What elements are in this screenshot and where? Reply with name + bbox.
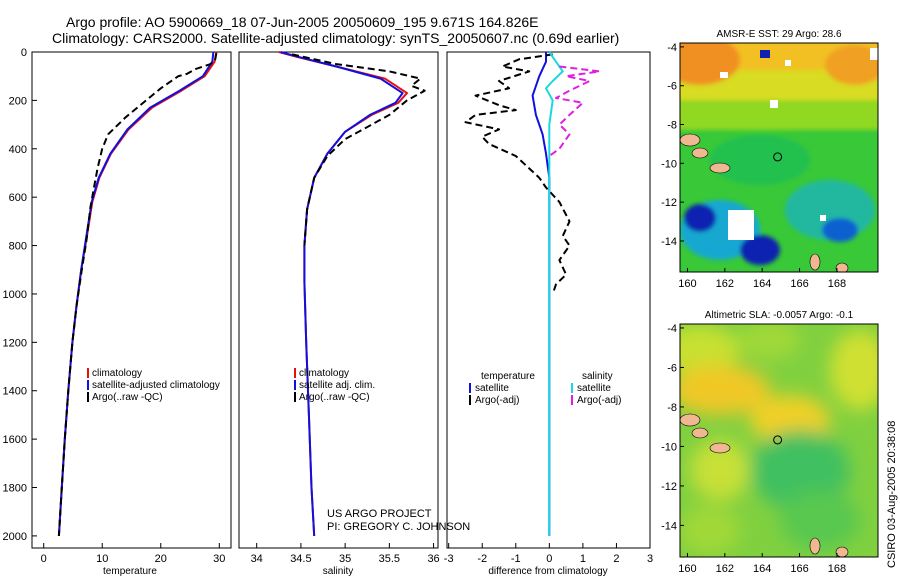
difference-legend-label: temperature xyxy=(481,371,535,382)
sla_map-xtick-label: 162 xyxy=(716,563,734,575)
sla_map-title: Altimetric SLA: -0.0057 Argo: -0.1 xyxy=(705,310,854,321)
salinity-legend-label: Argo(..raw -QC) xyxy=(299,392,370,403)
salinity-series-2 xyxy=(291,53,426,246)
difference-frame xyxy=(446,51,651,549)
difference-xtick-label: 3 xyxy=(647,553,653,565)
temperature-ytick-label: 1400 xyxy=(3,386,27,398)
sst_map-title: AMSR-E SST: 29 Argo: 28.6 xyxy=(716,29,841,40)
difference-series-2 xyxy=(545,51,564,536)
salinity-series-1 xyxy=(280,51,404,536)
temperature-ytick-label: 1200 xyxy=(3,337,27,349)
difference-series-0 xyxy=(531,52,551,536)
sla_map-xtick-label: 166 xyxy=(790,563,808,575)
profile-title: Argo profile: AO 5900669_18 07-Jun-2005 … xyxy=(66,14,539,30)
sla_map-ytick-label: -8 xyxy=(667,402,677,414)
sst_map-ytick-label: -10 xyxy=(661,158,677,170)
difference-xtick-label: -1 xyxy=(511,553,521,565)
sla_map-xtick-label: 160 xyxy=(678,563,696,575)
sst_map-xtick-label: 166 xyxy=(790,278,808,290)
temperature-ytick-label: 0 xyxy=(21,47,27,59)
temperature-series-0 xyxy=(57,51,218,536)
difference-legend-label: Argo(-adj) xyxy=(577,395,621,406)
difference-legend-label: Argo(-adj) xyxy=(475,395,519,406)
salinity-series-0 xyxy=(278,51,408,536)
pi-credit: PI: GREGORY C. JOHNSON xyxy=(327,521,471,533)
salinity-xtick-label: 36 xyxy=(427,553,439,565)
difference-xtick-label: 1 xyxy=(580,553,586,565)
temperature-legend-label: climatology xyxy=(92,368,142,379)
salinity-xtick-label: 35 xyxy=(339,553,351,565)
sla_map-ytick-label: -4 xyxy=(667,323,677,335)
sla_map-ytick-label: -6 xyxy=(667,362,677,374)
sla_map-ytick-label: -14 xyxy=(661,520,677,532)
sla_map-ytick-label: -12 xyxy=(661,481,677,493)
sst_map-ytick-label: -12 xyxy=(661,197,677,209)
project-credit: US ARGO PROJECT xyxy=(327,508,432,520)
sst_map-ytick-label: -8 xyxy=(667,120,677,132)
sst_map-ytick-label: -14 xyxy=(661,236,677,248)
temperature-ytick-label: 200 xyxy=(9,95,27,107)
temperature-frame xyxy=(31,51,232,549)
sst_map-xtick-label: 168 xyxy=(828,278,846,290)
temperature-ytick-label: 400 xyxy=(9,144,27,156)
difference-xtick-label: -2 xyxy=(477,553,487,565)
sla_map-xtick-label: 168 xyxy=(828,563,846,575)
temperature-xtick-label: 0 xyxy=(41,553,47,565)
sst_map-xtick-label: 162 xyxy=(716,278,734,290)
temperature-series-1 xyxy=(57,51,215,536)
difference-series-1 xyxy=(464,53,571,295)
temperature-ytick-label: 600 xyxy=(9,192,27,204)
sla_map-frame xyxy=(679,323,879,558)
sst-map-field xyxy=(680,43,878,272)
difference-series-3 xyxy=(548,65,601,157)
temperature-legend-label: Argo(..raw -QC) xyxy=(92,392,163,403)
temperature-xtick-label: 30 xyxy=(213,553,225,565)
difference-xlabel: difference from climatology xyxy=(488,566,607,577)
temperature-ytick-label: 1000 xyxy=(3,289,27,301)
temperature-xtick-label: 20 xyxy=(155,553,167,565)
difference-xtick-label: -3 xyxy=(444,553,454,565)
sst_map-frame xyxy=(679,42,879,273)
salinity-xtick-label: 34.5 xyxy=(290,553,311,565)
sla-map-field xyxy=(680,324,878,557)
temperature-series-2 xyxy=(57,53,218,536)
salinity-frame xyxy=(238,51,439,549)
temperature-xtick-label: 10 xyxy=(96,553,108,565)
difference-legend-label: satellite xyxy=(475,383,509,394)
temperature-legend-label: satellite-adjusted climatology xyxy=(92,380,220,391)
temperature-ytick-label: 1600 xyxy=(3,434,27,446)
temperature-ytick-label: 2000 xyxy=(3,531,27,543)
salinity-legend-label: satellite adj. clim. xyxy=(299,380,375,391)
sst_map-xtick-label: 160 xyxy=(678,278,696,290)
salinity-xlabel: salinity xyxy=(323,566,354,577)
salinity-xtick-label: 35.5 xyxy=(379,553,400,565)
temperature-ytick-label: 800 xyxy=(9,241,27,253)
csiro-timestamp: CSIRO 03-Aug-2005 20:38:08 xyxy=(886,420,898,568)
sst_map-ytick-label: -6 xyxy=(667,81,677,93)
sst_map-xtick-label: 164 xyxy=(753,278,771,290)
sla_map-xtick-label: 164 xyxy=(753,563,771,575)
sst_map-ytick-label: -4 xyxy=(667,42,677,54)
temperature-xlabel: temperature xyxy=(103,566,157,577)
difference-xtick-label: 0 xyxy=(546,553,552,565)
difference-legend-label: satellite xyxy=(577,383,611,394)
difference-xtick-label: 2 xyxy=(613,553,619,565)
climatology-title: Climatology: CARS2000. Satellite-adjuste… xyxy=(52,30,620,46)
salinity-xtick-label: 34 xyxy=(251,553,263,565)
salinity-legend-label: climatology xyxy=(299,368,349,379)
difference-legend-label: salinity xyxy=(582,371,613,382)
sla_map-ytick-label: -10 xyxy=(661,441,677,453)
temperature-ytick-label: 1800 xyxy=(3,483,27,495)
sla_map-argo-marker xyxy=(773,435,783,445)
sst_map-argo-marker xyxy=(773,152,783,162)
